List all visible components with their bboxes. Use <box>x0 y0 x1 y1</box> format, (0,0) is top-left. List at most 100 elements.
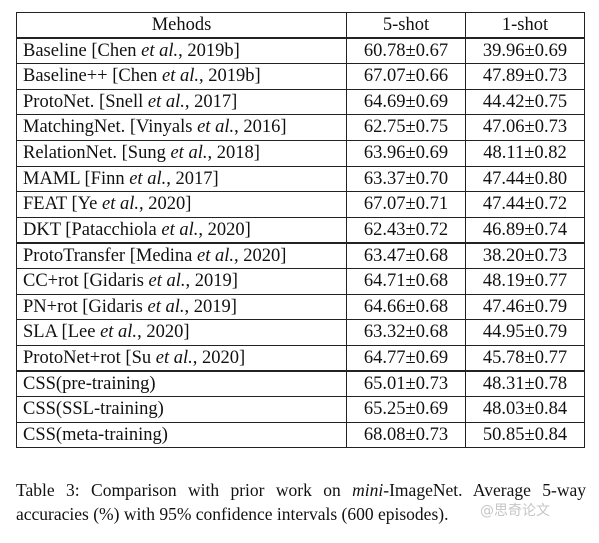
method-name: RelationNet. [Sung <box>23 143 171 164</box>
table-row: CC+rot [Gidaris et al., 2019] 64.71±0.68 4… <box>16 267 585 295</box>
method-cell: CC+rot [Gidaris et al., 2019] <box>16 267 347 295</box>
table-row: RelationNet. [Sung et al., 2018] 63.96±0.… <box>16 139 585 167</box>
method-citation-year: , 2019] <box>184 296 237 317</box>
method-cell: CSS(pre-training) <box>16 369 347 397</box>
method-citation-year: , 2017] <box>166 168 219 189</box>
five-shot-value: 64.66±0.68 <box>346 293 466 321</box>
one-shot-value: 47.44±0.72 <box>465 191 585 218</box>
table-row: FEAT [Ye et al., 2020] 67.07±0.71 47.44±0.… <box>16 191 585 218</box>
method-et-al: et al. <box>129 168 167 189</box>
method-et-al: et al. <box>161 219 199 240</box>
method-name: ProtoNet+rot [Su <box>23 347 156 368</box>
method-citation-year: , 2016] <box>234 117 287 138</box>
method-name: PN+rot [Gidaris <box>23 296 148 317</box>
one-shot-value: 38.20±0.73 <box>465 241 585 269</box>
one-shot-value: 46.89±0.74 <box>465 216 585 244</box>
table-row: MatchingNet. [Vinyals et al., 2016] 62.75… <box>16 114 585 141</box>
method-cell: ProtoNet+rot [Su et al., 2020] <box>16 344 347 372</box>
method-et-al: et al. <box>141 40 179 61</box>
method-citation-year: , 2020] <box>139 194 192 215</box>
one-shot-value: 45.78±0.77 <box>465 344 585 372</box>
method-name: MAML [Finn <box>23 168 130 189</box>
method-et-al: et al. <box>155 347 193 368</box>
method-citation-year: , 2019b] <box>178 40 240 61</box>
method-et-al: et al. <box>147 91 185 112</box>
caption-italic: mini <box>352 480 384 500</box>
method-cell: RelationNet. [Sung et al., 2018] <box>16 139 347 167</box>
method-cell: Baseline [Chen et al., 2019b] <box>16 37 347 65</box>
results-table: Mehods 5-shot 1-shot Baseline [Chen et a… <box>16 12 585 449</box>
table-row: ProtoNet+rot [Su et al., 2020] 64.77±0.69… <box>16 344 585 372</box>
table-row: ProtoTransfer [Medina et al., 2020] 63.47… <box>16 241 585 269</box>
method-cell: Baseline++ [Chen et al., 2019b] <box>16 63 347 90</box>
five-shot-value: 68.08±0.73 <box>346 421 466 449</box>
method-cell: DKT [Patacchiola et al., 2020] <box>16 216 347 244</box>
five-shot-value: 63.96±0.69 <box>346 139 466 167</box>
method-et-al: et al. <box>102 194 139 215</box>
method-cell: CSS(meta-training) <box>16 421 347 449</box>
method-citation-year: , 2020] <box>192 347 246 368</box>
one-shot-value: 44.42±0.75 <box>465 88 585 116</box>
method-et-al: et al. <box>197 117 235 138</box>
five-shot-value: 63.32±0.68 <box>346 319 466 346</box>
method-cell: MAML [Finn et al., 2017] <box>16 165 347 193</box>
one-shot-value: 50.85±0.84 <box>465 421 585 449</box>
table-row: PN+rot [Gidaris et al., 2019] 64.66±0.68 4… <box>16 293 585 321</box>
method-citation-year: , 2019] <box>185 270 238 291</box>
header-row: Mehods 5-shot 1-shot <box>16 12 585 39</box>
one-shot-value: 48.11±0.82 <box>465 139 585 167</box>
header-5-shot: 5-shot <box>346 12 466 39</box>
method-cell: ProtoTransfer [Medina et al., 2020] <box>16 241 347 269</box>
method-et-al: et al. <box>170 143 208 164</box>
method-name: CC+rot [Gidaris <box>23 270 149 291</box>
method-et-al: et al. <box>147 296 185 317</box>
method-et-al: et al. <box>162 66 200 87</box>
header-methods: Mehods <box>16 12 347 39</box>
method-name: FEAT [Ye <box>23 194 102 215</box>
method-cell: MatchingNet. [Vinyals et al., 2016] <box>16 114 347 141</box>
method-citation-year: , 2020] <box>198 219 251 240</box>
caption-prefix: Table 3: Comparison with prior work on <box>16 480 353 500</box>
method-et-al: et al. <box>197 245 235 266</box>
method-name: SLA [Lee <box>23 322 101 343</box>
method-name: DKT [Patacchiola <box>23 219 162 240</box>
method-cell: ProtoNet. [Snell et al., 2017] <box>16 88 347 116</box>
one-shot-value: 48.03±0.84 <box>465 395 585 423</box>
table-row: CSS(pre-training) 65.01±0.73 48.31±0.78 <box>16 369 585 397</box>
caption-suffix: -ImageNet. Average 5-way accuracies (%) … <box>16 480 587 524</box>
five-shot-value: 60.78±0.67 <box>346 37 466 65</box>
method-name: Baseline++ [Chen <box>23 66 163 87</box>
one-shot-value: 47.46±0.79 <box>465 293 585 321</box>
method-cell: CSS(SSL-training) <box>16 395 347 423</box>
one-shot-value: 48.19±0.77 <box>465 267 585 295</box>
five-shot-value: 63.47±0.68 <box>346 241 466 269</box>
table-row: CSS(meta-training) 68.08±0.73 50.85±0.84 <box>16 421 585 449</box>
five-shot-value: 63.37±0.70 <box>346 165 466 193</box>
table-row: ProtoNet. [Snell et al., 2017] 64.69±0.69… <box>16 88 585 116</box>
table-row: SLA [Lee et al., 2020] 63.32±0.68 44.95±0.… <box>16 319 585 346</box>
header-1-shot: 1-shot <box>465 12 585 39</box>
one-shot-value: 47.06±0.73 <box>465 114 585 141</box>
method-name: CSS(SSL-training) <box>23 398 164 419</box>
table-row: MAML [Finn et al., 2017] 63.37±0.70 47.44±… <box>16 165 585 193</box>
method-name: Baseline [Chen <box>23 40 142 61</box>
method-citation-year: , 2019b] <box>199 66 261 87</box>
one-shot-value: 48.31±0.78 <box>465 369 585 397</box>
five-shot-value: 67.07±0.71 <box>346 191 466 218</box>
method-et-al: et al. <box>100 322 138 343</box>
method-citation-year: , 2017] <box>184 91 238 112</box>
method-citation-year: , 2020] <box>137 322 190 343</box>
table-caption: Table 3: Comparison with prior work on m… <box>16 478 586 526</box>
five-shot-value: 65.01±0.73 <box>346 369 466 397</box>
method-name: CSS(pre-training) <box>23 373 156 394</box>
table-row: Baseline [Chen et al., 2019b] 60.78±0.67 3… <box>16 37 585 65</box>
one-shot-value: 47.89±0.73 <box>465 63 585 90</box>
method-name: ProtoTransfer [Medina <box>23 245 198 266</box>
five-shot-value: 64.71±0.68 <box>346 267 466 295</box>
method-name: MatchingNet. [Vinyals <box>23 117 198 138</box>
five-shot-value: 62.75±0.75 <box>346 114 466 141</box>
five-shot-value: 64.69±0.69 <box>346 88 466 116</box>
method-citation-year: , 2018] <box>207 143 260 164</box>
method-name: CSS(meta-training) <box>23 424 168 445</box>
